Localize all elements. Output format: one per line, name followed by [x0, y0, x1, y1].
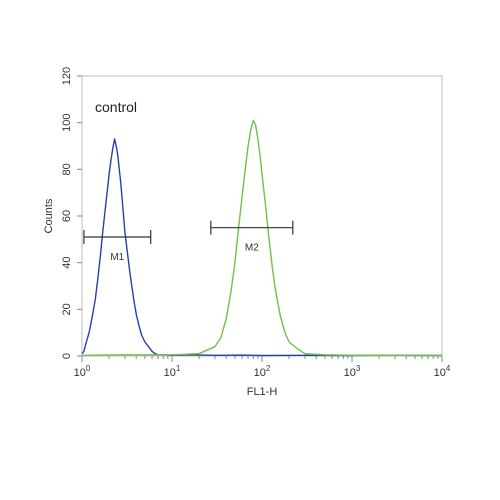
x-tick-base: 10	[164, 367, 176, 379]
x-tick-base: 10	[344, 367, 356, 379]
x-tick-base: 10	[74, 367, 86, 379]
x-tick-base: 10	[434, 367, 446, 379]
y-tick-label: 0	[61, 353, 73, 359]
plot-frame	[81, 75, 443, 357]
x-axis-title: FL1-H	[247, 386, 278, 398]
y-tick-label: 100	[61, 113, 73, 131]
y-axis: 0 20 40 60 80 100 120	[61, 67, 82, 359]
x-tick-exponent: 0	[86, 364, 91, 373]
marker-label: M2	[245, 243, 259, 254]
y-tick-label: 20	[61, 303, 73, 315]
marker-label: M1	[110, 252, 124, 263]
x-tick-exponent: 1	[176, 364, 181, 373]
series-layer	[81, 119, 443, 357]
y-axis-title: Counts	[43, 198, 55, 233]
y-tick-label: 80	[61, 163, 73, 175]
x-tick-label: 100	[74, 364, 91, 379]
x-tick-exponent: 2	[266, 364, 271, 373]
annotation-label: control	[95, 99, 137, 115]
y-tick-label: 120	[61, 67, 73, 85]
x-tick-label: 104	[434, 364, 451, 379]
histogram-series-2	[81, 119, 443, 357]
y-tick-label: 40	[61, 257, 73, 269]
marker-layer: M1 M2	[83, 220, 294, 263]
x-tick-exponent: 4	[446, 364, 451, 373]
x-tick-base: 10	[254, 367, 266, 379]
x-tick-label: 103	[344, 364, 361, 379]
x-tick-label: 102	[254, 364, 271, 379]
x-axis: 100 101 102 103 104	[74, 356, 451, 379]
x-tick-exponent: 3	[356, 364, 361, 373]
y-tick-label: 60	[61, 210, 73, 222]
x-tick-label: 101	[164, 364, 181, 379]
